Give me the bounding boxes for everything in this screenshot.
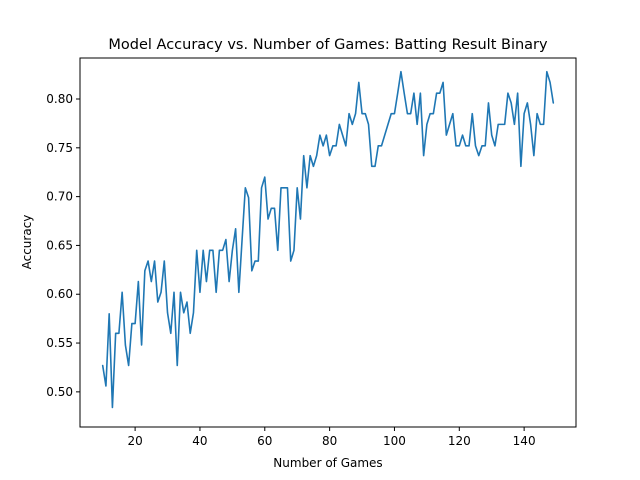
x-tick-label: 100 <box>383 434 406 448</box>
x-tick-label: 80 <box>322 434 337 448</box>
y-tick-label: 0.70 <box>46 190 73 204</box>
x-tick-label: 40 <box>192 434 207 448</box>
chart-title: Model Accuracy vs. Number of Games: Batt… <box>108 37 548 53</box>
x-axis-label: Number of Games <box>273 456 382 470</box>
y-tick-label: 0.60 <box>46 287 73 301</box>
x-tick-label: 20 <box>127 434 142 448</box>
y-axis-label: Accuracy <box>20 215 34 270</box>
x-tick-label: 140 <box>513 434 536 448</box>
x-tick-label: 60 <box>257 434 272 448</box>
y-tick-label: 0.50 <box>46 385 73 399</box>
y-tick-label: 0.55 <box>46 336 73 350</box>
y-tick-label: 0.65 <box>46 238 73 252</box>
plot-area-frame <box>79 57 577 428</box>
series-layer <box>101 70 555 409</box>
x-axis: 20 40 60 80 100 120 140 <box>127 427 536 448</box>
series-line <box>101 70 555 409</box>
y-tick-label: 0.80 <box>46 92 73 106</box>
y-axis: 0.50 0.55 0.60 0.65 0.70 0.75 0.80 <box>46 92 80 399</box>
y-tick-label: 0.75 <box>46 141 73 155</box>
x-tick-label: 120 <box>448 434 471 448</box>
